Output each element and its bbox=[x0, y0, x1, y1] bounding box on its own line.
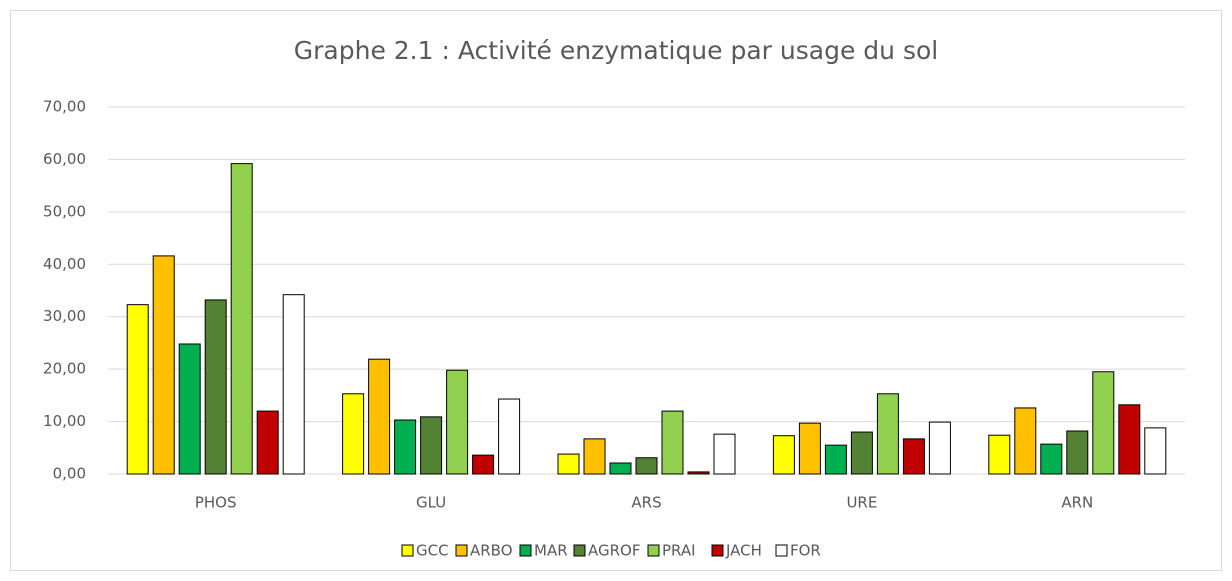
bar bbox=[557, 453, 580, 475]
bar bbox=[394, 419, 417, 475]
chart-title: Graphe 2.1 : Activité enzymatique par us… bbox=[294, 36, 938, 65]
bar bbox=[850, 431, 873, 475]
legend-label: AGROF bbox=[588, 542, 640, 560]
bar bbox=[446, 369, 469, 475]
legend-swatch bbox=[519, 544, 532, 557]
bar bbox=[928, 421, 951, 475]
y-tick-label: 30,00 bbox=[43, 307, 86, 325]
legend-swatch bbox=[573, 544, 586, 557]
bar bbox=[498, 398, 521, 475]
bar bbox=[609, 462, 632, 475]
bar bbox=[1014, 407, 1037, 475]
x-tick-label: ARN bbox=[1061, 494, 1093, 512]
legend-swatch bbox=[711, 544, 724, 557]
bar bbox=[824, 444, 847, 475]
y-tick-label: 20,00 bbox=[43, 360, 86, 378]
x-tick-label: URE bbox=[846, 494, 877, 512]
bar bbox=[1066, 430, 1089, 475]
bar bbox=[902, 438, 925, 475]
y-tick-label: 0,00 bbox=[53, 465, 86, 483]
bar bbox=[988, 434, 1011, 475]
legend-label: JACH bbox=[725, 542, 762, 560]
y-tick-label: 60,00 bbox=[43, 150, 86, 168]
bar bbox=[1144, 427, 1167, 475]
bar bbox=[152, 255, 175, 475]
legend-label: MAR bbox=[534, 542, 568, 560]
legend-label: GCC bbox=[416, 542, 449, 560]
chart-frame bbox=[10, 10, 1222, 571]
x-tick-label: PHOS bbox=[195, 494, 237, 512]
bar bbox=[713, 433, 736, 475]
bar bbox=[687, 471, 710, 475]
bar bbox=[256, 410, 279, 475]
x-tick-label: ARS bbox=[631, 494, 661, 512]
legend-swatch bbox=[775, 544, 788, 557]
legend-swatch bbox=[455, 544, 468, 557]
bar bbox=[178, 343, 201, 475]
bar bbox=[342, 393, 365, 475]
bar bbox=[1040, 443, 1063, 475]
y-tick-label: 70,00 bbox=[43, 98, 86, 116]
bar bbox=[1118, 404, 1141, 475]
y-tick-label: 40,00 bbox=[43, 255, 86, 273]
bar bbox=[126, 304, 149, 475]
bar bbox=[876, 393, 899, 475]
bar bbox=[420, 416, 443, 475]
bar bbox=[661, 410, 684, 475]
bar bbox=[1092, 371, 1115, 475]
legend-label: ARBO bbox=[470, 542, 513, 560]
y-tick-label: 10,00 bbox=[43, 412, 86, 430]
bar bbox=[368, 358, 391, 475]
legend-swatch bbox=[647, 544, 660, 557]
legend-swatch bbox=[401, 544, 414, 557]
x-tick-label: GLU bbox=[416, 494, 446, 512]
bar bbox=[583, 438, 606, 475]
bar bbox=[635, 457, 658, 475]
bar bbox=[772, 435, 795, 475]
bar bbox=[472, 454, 495, 475]
legend-label: FOR bbox=[790, 542, 821, 560]
bar bbox=[282, 294, 305, 475]
bar bbox=[230, 163, 253, 475]
legend-label: PRAI bbox=[662, 542, 696, 560]
bar bbox=[798, 422, 821, 475]
bar bbox=[204, 299, 227, 475]
y-tick-label: 50,00 bbox=[43, 202, 86, 220]
